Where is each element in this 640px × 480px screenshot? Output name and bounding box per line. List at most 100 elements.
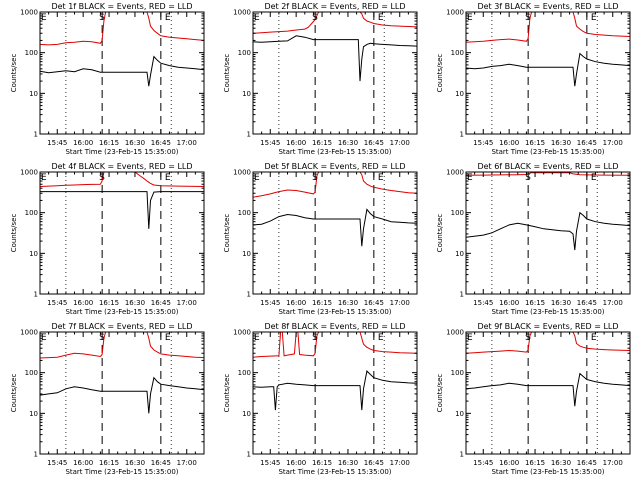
y-tick-label: 100 [238, 369, 251, 377]
marker-e-start-label: E [467, 333, 473, 343]
series-events-line [40, 55, 204, 87]
marker-e-start-label: E [41, 173, 47, 183]
y-tick-label: 1 [34, 131, 38, 139]
series-lld-line [253, 12, 417, 34]
panel-5: Det 5f BLACK = Events, RED = LLD E S E 1 10 10… [223, 162, 418, 316]
panel-3: Det 3f BLACK = Events, RED = LLD E S E 1 10 10… [436, 2, 631, 156]
y-tick-label: 1 [460, 131, 464, 139]
series-events-line [253, 208, 417, 247]
panel-title: Det 4f BLACK = Events, RED = LLD [51, 162, 192, 171]
x-tick-label: 16:00 [286, 299, 306, 307]
x-tick-label: 16:45 [577, 459, 597, 467]
x-tick-label: 15:45 [473, 139, 493, 147]
marker-e-end-label: E [591, 173, 597, 183]
marker-s-label: S [312, 13, 318, 23]
series-lld-line [40, 332, 204, 359]
plot-frame [252, 331, 418, 455]
x-tick-label: 16:15 [312, 139, 332, 147]
y-tick-label: 100 [25, 49, 38, 57]
marker-e-end-label: E [165, 13, 171, 23]
x-axis-label: Start Time (23-Feb-15 15:35:00) [491, 148, 604, 156]
x-tick-label: 17:00 [603, 299, 623, 307]
marker-s-label: S [99, 173, 105, 183]
x-tick-label: 16:00 [73, 299, 93, 307]
panel-title: Det 8f BLACK = Events, RED = LLD [264, 322, 405, 331]
panel-title: Det 9f BLACK = Events, RED = LLD [477, 322, 618, 331]
series-lld-line [40, 12, 204, 46]
y-tick-label: 10 [455, 250, 464, 258]
marker-e-end-label: E [165, 333, 171, 343]
panel-title: Det 6f BLACK = Events, RED = LLD [477, 162, 618, 171]
x-tick-label: 16:15 [99, 299, 119, 307]
x-tick-label: 16:30 [551, 459, 571, 467]
x-tick-label: 16:30 [551, 139, 571, 147]
panel-1: Det 1f BLACK = Events, RED = LLD E S E 1 10 10… [10, 2, 205, 156]
y-axis-label: Counts/sec [436, 214, 444, 253]
marker-e-start-label: E [467, 173, 473, 183]
marker-e-end-label: E [378, 173, 384, 183]
x-axis-label: Start Time (23-Feb-15 15:35:00) [65, 308, 178, 316]
y-tick-label: 100 [25, 369, 38, 377]
y-tick-label: 10 [29, 90, 38, 98]
x-tick-label: 16:30 [338, 139, 358, 147]
y-tick-label: 1000 [233, 329, 251, 337]
x-tick-label: 16:00 [286, 459, 306, 467]
x-axis-label: Start Time (23-Feb-15 15:35:00) [65, 148, 178, 156]
plot-frame [252, 171, 418, 295]
series-lld-line [466, 332, 630, 354]
x-tick-label: 15:45 [473, 299, 493, 307]
panel-title: Det 2f BLACK = Events, RED = LLD [264, 2, 405, 11]
x-tick-label: 16:15 [312, 459, 332, 467]
panel-9: Det 9f BLACK = Events, RED = LLD E S E 1 10 10… [436, 322, 631, 476]
y-tick-label: 10 [242, 410, 251, 418]
x-tick-label: 16:15 [525, 459, 545, 467]
series-events-line [40, 376, 204, 414]
marker-s-label: S [525, 13, 531, 23]
x-tick-label: 17:00 [390, 139, 410, 147]
y-tick-label: 10 [29, 250, 38, 258]
series-lld-line [466, 172, 630, 176]
x-tick-label: 16:45 [151, 139, 171, 147]
plot-frame [465, 11, 631, 135]
y-axis-label: Counts/sec [10, 54, 18, 93]
marker-e-end-label: E [378, 333, 384, 343]
x-tick-label: 15:45 [260, 459, 280, 467]
x-axis-label: Start Time (23-Feb-15 15:35:00) [278, 308, 391, 316]
marker-s-label: S [525, 333, 531, 343]
x-tick-label: 16:45 [151, 299, 171, 307]
x-tick-label: 16:45 [364, 459, 384, 467]
x-tick-label: 17:00 [390, 299, 410, 307]
x-tick-label: 16:15 [525, 139, 545, 147]
series-lld-line [40, 172, 204, 187]
marker-s-label: S [312, 173, 318, 183]
marker-e-start-label: E [41, 13, 47, 23]
y-tick-label: 100 [25, 209, 38, 217]
y-tick-label: 1 [34, 291, 38, 299]
y-tick-label: 1 [247, 291, 251, 299]
y-axis-label: Counts/sec [10, 214, 18, 253]
x-tick-label: 16:45 [364, 139, 384, 147]
series-events-line [253, 369, 417, 411]
marker-s-label: S [99, 13, 105, 23]
x-tick-label: 17:00 [177, 139, 197, 147]
x-axis-label: Start Time (23-Feb-15 15:35:00) [278, 468, 391, 476]
x-axis-label: Start Time (23-Feb-15 15:35:00) [491, 468, 604, 476]
panel-title: Det 5f BLACK = Events, RED = LLD [264, 162, 405, 171]
y-axis-label: Counts/sec [10, 374, 18, 413]
panel-4: Det 4f BLACK = Events, RED = LLD E S E 1 10 10… [10, 162, 205, 316]
y-tick-label: 100 [238, 209, 251, 217]
y-tick-label: 1000 [446, 329, 464, 337]
y-tick-label: 1000 [20, 329, 38, 337]
x-tick-label: 15:45 [47, 459, 67, 467]
panel-2: Det 2f BLACK = Events, RED = LLD E S E 1 10 10… [223, 2, 418, 156]
plot-frame [465, 331, 631, 455]
y-tick-label: 10 [242, 90, 251, 98]
x-tick-label: 16:15 [312, 299, 332, 307]
y-tick-label: 1 [247, 131, 251, 139]
series-lld-line [466, 12, 630, 43]
x-tick-label: 15:45 [260, 299, 280, 307]
y-axis-label: Counts/sec [436, 54, 444, 93]
y-tick-label: 100 [451, 209, 464, 217]
y-tick-label: 10 [242, 250, 251, 258]
x-tick-label: 15:45 [47, 139, 67, 147]
